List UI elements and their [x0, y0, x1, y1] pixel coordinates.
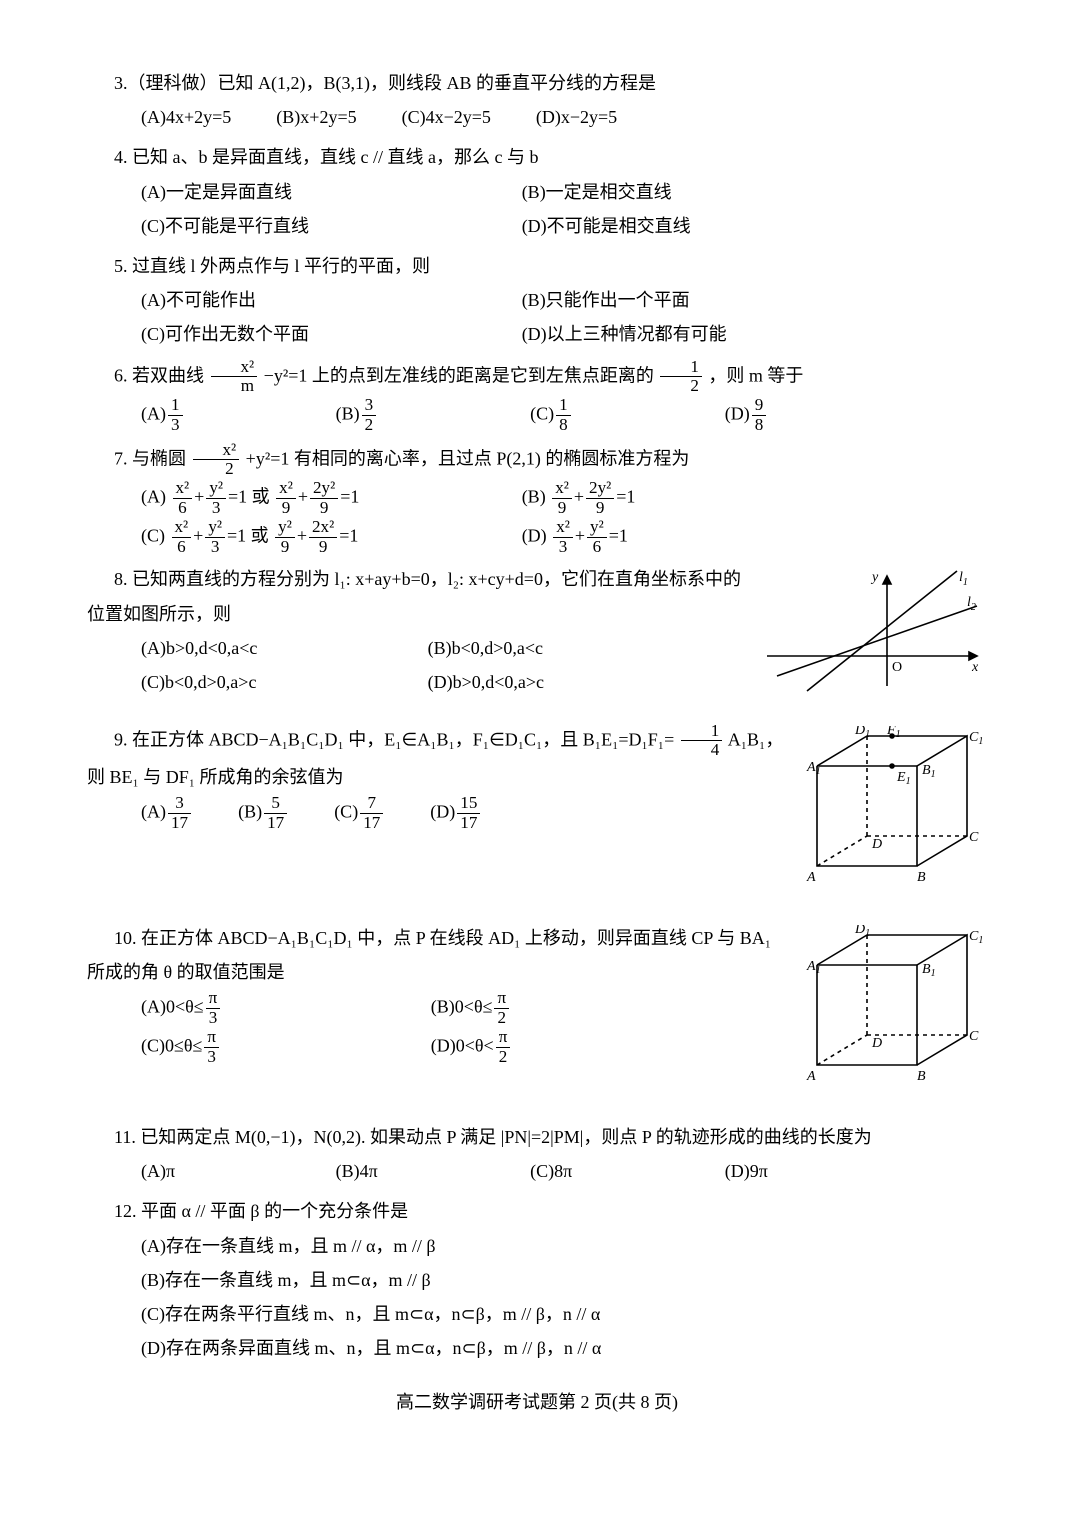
svg-text:A1: A1: [806, 959, 821, 976]
q10-opt-c: (C)0≤θ≤π3: [141, 1028, 431, 1067]
q7-stem: 7. 与椭圆 x²2 +y²=1 有相同的离心率，且过点 P(2,1) 的椭圆标…: [87, 441, 987, 480]
q12-opt-c: (C)存在两条平行直线 m、n，且 m⊂α，n⊂β，m // β，n // α: [141, 1297, 942, 1331]
q4-opt-c: (C)不可能是平行直线: [141, 209, 522, 243]
question-3: 3.（理科做）已知 A(1,2)，B(3,1)，则线段 AB 的垂直平分线的方程…: [87, 66, 987, 134]
q12-stem: 12. 平面 α // 平面 β 的一个充分条件是: [87, 1194, 987, 1228]
q6-options: (A)13 (B)32 (C)18 (D)98: [87, 396, 987, 435]
q6-frac-1: x²m: [211, 358, 258, 397]
q8-opt-c: (C)b<0,d>0,a>c: [141, 665, 383, 699]
q9-opt-a: (A)317: [141, 794, 193, 833]
q4-stem: 4. 已知 a、b 是异面直线，直线 c // 直线 a，那么 c 与 b: [87, 140, 987, 174]
svg-text:C: C: [969, 830, 979, 845]
question-7: 7. 与椭圆 x²2 +y²=1 有相同的离心率，且过点 P(2,1) 的椭圆标…: [87, 441, 987, 557]
question-8: x y O l1 l2 8. 已知两直线的方程分别为 l₁: x+ay+b=0，…: [87, 562, 987, 715]
q9-figure: A1 B1 C1 D1 A B C D E1 F1: [797, 726, 987, 907]
svg-text:C: C: [969, 1029, 979, 1044]
svg-text:C1: C1: [969, 929, 983, 946]
svg-text:B1: B1: [922, 962, 936, 979]
q5-opt-d: (D)以上三种情况都有可能: [522, 317, 903, 351]
q9-opt-b: (B)517: [238, 794, 289, 833]
q12-opt-b: (B)存在一条直线 m，且 m⊂α，m // β: [141, 1263, 942, 1297]
svg-text:D: D: [871, 1036, 882, 1051]
q6-opt-c: (C)18: [530, 396, 725, 435]
q11-stem: 11. 已知两定点 M(0,−1)，N(0,2). 如果动点 P 满足 |PN|…: [87, 1120, 987, 1154]
svg-text:l1: l1: [959, 570, 968, 588]
svg-text:E1: E1: [896, 770, 911, 787]
q3-opt-d: (D)x−2y=5: [536, 100, 617, 134]
q8-options: (A)b>0,d<0,a<c (B)b<0,d>0,a<c (C)b<0,d>0…: [87, 631, 745, 699]
q12-options: (A)存在一条直线 m，且 m // α，m // β (B)存在一条直线 m，…: [87, 1229, 987, 1366]
q3-opt-b: (B)x+2y=5: [276, 100, 356, 134]
svg-text:B: B: [917, 1069, 926, 1084]
svg-text:C1: C1: [969, 730, 983, 747]
q7-opt-b: (B) x²9+2y²9=1: [522, 479, 903, 518]
page-footer: 高二数学调研考试题第 2 页(共 8 页): [87, 1385, 987, 1419]
q5-options: (A)不可能作出 (B)只能作出一个平面 (C)可作出无数个平面 (D)以上三种…: [87, 283, 987, 351]
q11-options: (A)π (B)4π (C)8π (D)9π: [87, 1154, 987, 1188]
q4-opt-a: (A)一定是异面直线: [141, 175, 522, 209]
q5-opt-a: (A)不可能作出: [141, 283, 522, 317]
q12-opt-d: (D)存在两条异面直线 m、n，且 m⊂α，n⊂β，m // β，n // α: [141, 1331, 942, 1365]
question-10: A1 B1 C1 D1 A B C D 10. 在正方体 ABCD−A₁B₁C₁…: [87, 921, 987, 1114]
q7-opt-a: (A) x²6+y²3=1 或 x²9+2y²9=1: [141, 479, 522, 518]
q3-options: (A)4x+2y=5 (B)x+2y=5 (C)4x−2y=5 (D)x−2y=…: [87, 100, 987, 134]
q10-figure: A1 B1 C1 D1 A B C D: [797, 925, 987, 1106]
q9-options: (A)317 (B)517 (C)717 (D)1517: [87, 794, 785, 833]
question-11: 11. 已知两定点 M(0,−1)，N(0,2). 如果动点 P 满足 |PN|…: [87, 1120, 987, 1188]
svg-text:x: x: [971, 660, 979, 675]
svg-text:B: B: [917, 870, 926, 885]
svg-text:A: A: [806, 870, 816, 885]
q6-stem-b: −y²=1 上的点到左准线的距离是它到左焦点距离的: [264, 365, 654, 385]
q6-opt-b: (B)32: [336, 396, 531, 435]
svg-text:y: y: [870, 570, 879, 585]
svg-text:D1: D1: [854, 925, 870, 939]
q7-opt-c: (C) x²6+y²3=1 或 y²9+2x²9=1: [141, 518, 522, 557]
q4-options: (A)一定是异面直线 (B)一定是相交直线 (C)不可能是平行直线 (D)不可能…: [87, 175, 987, 243]
question-5: 5. 过直线 l 外两点作与 l 平行的平面，则 (A)不可能作出 (B)只能作…: [87, 249, 987, 352]
q7-opt-d: (D) x²3+y²6=1: [522, 518, 903, 557]
q11-opt-d: (D)9π: [725, 1154, 920, 1188]
q6-stem-a: 6. 若双曲线: [114, 365, 204, 385]
question-6: 6. 若双曲线 x²m −y²=1 上的点到左准线的距离是它到左焦点距离的 12…: [87, 358, 987, 435]
q3-opt-c: (C)4x−2y=5: [402, 100, 491, 134]
q6-stem-c: ，则 m 等于: [708, 365, 803, 385]
svg-text:D: D: [871, 837, 882, 852]
svg-text:B1: B1: [922, 763, 936, 780]
q6-frac-2: 12: [660, 358, 702, 397]
q3-opt-a: (A)4x+2y=5: [141, 100, 231, 134]
question-9: A1 B1 C1 D1 A B C D E1 F1 9. 在正方体 ABCD−A…: [87, 722, 987, 915]
q8-opt-d: (D)b>0,d<0,a>c: [428, 665, 670, 699]
q3-stem: 3.（理科做）已知 A(1,2)，B(3,1)，则线段 AB 的垂直平分线的方程…: [87, 66, 987, 100]
svg-text:l2: l2: [967, 595, 976, 613]
q10-opt-d: (D)0<θ<π2: [431, 1028, 721, 1067]
q6-stem: 6. 若双曲线 x²m −y²=1 上的点到左准线的距离是它到左焦点距离的 12…: [87, 358, 987, 397]
q7-options: (A) x²6+y²3=1 或 x²9+2y²9=1 (B) x²9+2y²9=…: [87, 479, 987, 556]
svg-text:A: A: [806, 1069, 816, 1084]
q9-opt-c: (C)717: [334, 794, 385, 833]
q11-opt-c: (C)8π: [530, 1154, 725, 1188]
q4-opt-b: (B)一定是相交直线: [522, 175, 903, 209]
question-4: 4. 已知 a、b 是异面直线，直线 c // 直线 a，那么 c 与 b (A…: [87, 140, 987, 243]
q5-opt-c: (C)可作出无数个平面: [141, 317, 522, 351]
question-12: 12. 平面 α // 平面 β 的一个充分条件是 (A)存在一条直线 m，且 …: [87, 1194, 987, 1365]
q10-opt-a: (A)0<θ≤π3: [141, 989, 431, 1028]
q6-opt-a: (A)13: [141, 396, 336, 435]
q4-opt-d: (D)不可能是相交直线: [522, 209, 903, 243]
q5-opt-b: (B)只能作出一个平面: [522, 283, 903, 317]
q8-opt-b: (B)b<0,d>0,a<c: [428, 631, 670, 665]
q12-opt-a: (A)存在一条直线 m，且 m // α，m // β: [141, 1229, 942, 1263]
q9-opt-d: (D)1517: [430, 794, 482, 833]
q5-stem: 5. 过直线 l 外两点作与 l 平行的平面，则: [87, 249, 987, 283]
q11-opt-b: (B)4π: [336, 1154, 531, 1188]
q8-figure: x y O l1 l2: [757, 566, 987, 707]
q11-opt-a: (A)π: [141, 1154, 336, 1188]
svg-text:O: O: [892, 660, 902, 675]
svg-text:D1: D1: [854, 726, 870, 740]
q10-opt-b: (B)0<θ≤π2: [431, 989, 721, 1028]
q8-opt-a: (A)b>0,d<0,a<c: [141, 631, 383, 665]
svg-text:A1: A1: [806, 760, 821, 777]
q6-opt-d: (D)98: [725, 396, 920, 435]
